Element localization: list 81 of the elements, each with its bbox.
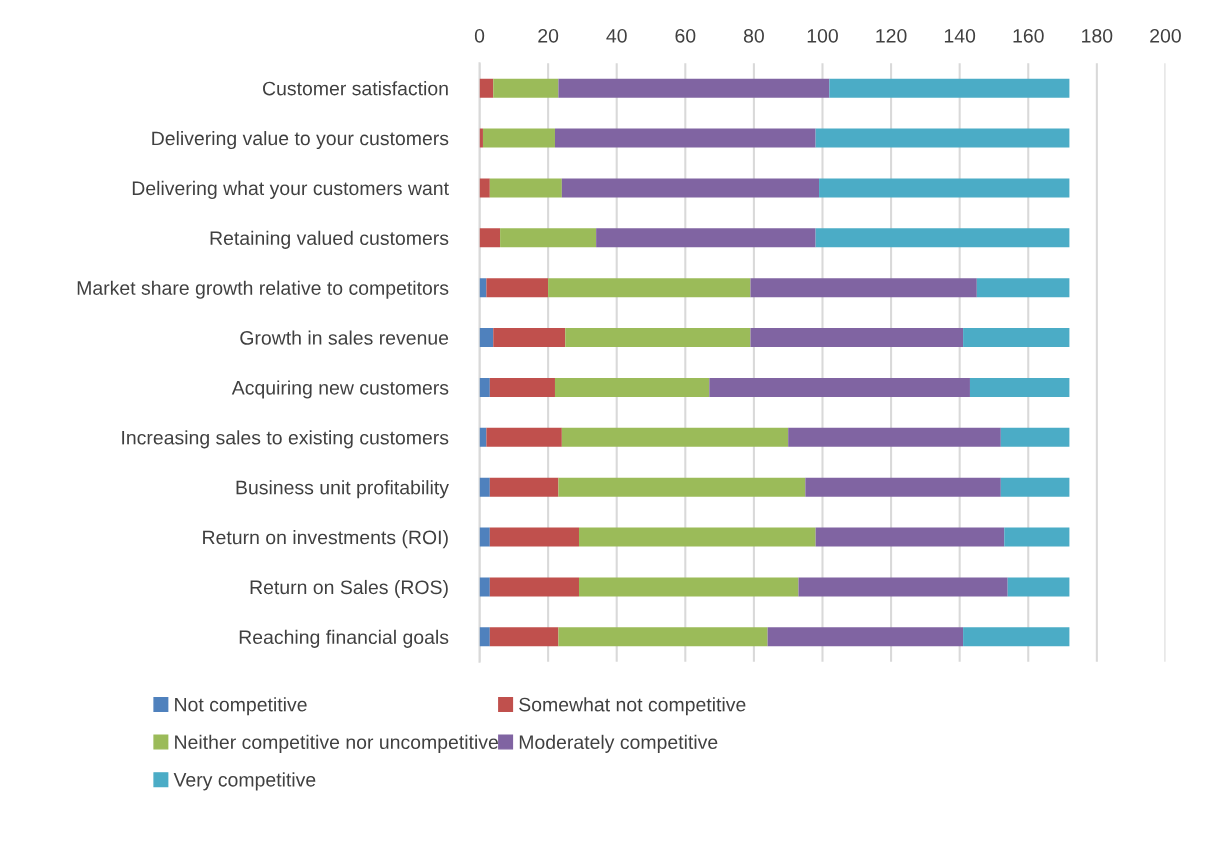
bar (578, 577, 799, 597)
y-tick-label: Increasing sales to existing customers (122, 430, 449, 449)
bar (750, 278, 977, 298)
bar (596, 228, 816, 248)
bar (558, 627, 768, 647)
bar (788, 427, 1001, 447)
x-tick-label: 100 (807, 28, 838, 43)
bar (486, 427, 562, 447)
bar (976, 278, 1070, 298)
x-tick-label: 180 (1082, 28, 1113, 43)
legend-label: Somewhat not competitive (519, 697, 746, 716)
bar (548, 278, 751, 298)
x-tick-label: 80 (743, 28, 764, 43)
bar (819, 178, 1070, 198)
bar (489, 527, 579, 547)
bar (486, 278, 549, 298)
bar (963, 328, 1070, 348)
bar (815, 228, 1070, 248)
bar (493, 78, 559, 98)
x-tick-label: 40 (606, 28, 627, 43)
bar (815, 128, 1070, 148)
x-tick-label: 160 (1013, 28, 1044, 43)
y-tick-label: Growth in sales revenue (240, 330, 449, 345)
bar (1004, 527, 1070, 547)
bar (578, 527, 816, 547)
bar (489, 627, 559, 647)
y-tick-label: Delivering value to your customers (152, 131, 449, 150)
bar (479, 178, 490, 198)
bar (479, 377, 490, 397)
bar (767, 627, 964, 647)
y-tick-label: Acquiring new customers (231, 380, 449, 399)
bar (554, 128, 816, 148)
y-tick-label: Market share growth relative to competitors (77, 280, 449, 299)
x-tick-label: 60 (675, 28, 696, 43)
bar (554, 377, 710, 397)
y-tick-label: Customer satisfaction (263, 81, 448, 96)
y-tick-label: Delivering what your customers want (132, 180, 449, 199)
x-tick-label: 0 (474, 28, 485, 43)
bar (815, 527, 1005, 547)
bar (493, 328, 566, 348)
bar (558, 78, 830, 98)
bar (805, 477, 1001, 497)
y-tick-label: Return on investments (ROI) (203, 530, 448, 549)
bar (489, 377, 555, 397)
bar (482, 128, 555, 148)
y-tick-label: Retaining valued customers (210, 230, 449, 249)
bar (479, 228, 501, 248)
bar (479, 577, 490, 597)
bar (479, 627, 490, 647)
legend-label: Neither competitive nor uncompetitive (175, 734, 498, 753)
x-tick-label: 140 (944, 28, 976, 43)
x-tick-label: 20 (538, 28, 559, 43)
y-tick-label: Business unit profitability (236, 480, 449, 499)
bar (963, 627, 1070, 647)
bar (489, 178, 562, 198)
bar (565, 328, 751, 348)
bar (1000, 477, 1070, 497)
bar (479, 78, 494, 98)
bar (489, 577, 579, 597)
bar (709, 377, 970, 397)
bar (750, 328, 964, 348)
bar (1007, 577, 1070, 597)
x-tick-label: 200 (1150, 28, 1181, 43)
bar (489, 477, 559, 497)
bar (561, 178, 820, 198)
legend-label: Not competitive (175, 697, 307, 716)
bar (479, 477, 490, 497)
legend-label: Very competitive (173, 772, 316, 791)
bar (829, 78, 1070, 98)
bar (561, 427, 789, 447)
bar (479, 328, 494, 348)
bar (558, 477, 806, 497)
bar (479, 527, 490, 547)
y-tick-label: Reaching financial goals (239, 629, 449, 648)
bar (969, 377, 1070, 397)
legend-label: Moderately competitive (519, 734, 718, 753)
bar (500, 228, 597, 248)
x-tick-label: 120 (876, 28, 907, 43)
bar (1000, 427, 1070, 447)
bar (798, 577, 1008, 597)
y-tick-label: Return on Sales (ROS) (250, 579, 448, 599)
